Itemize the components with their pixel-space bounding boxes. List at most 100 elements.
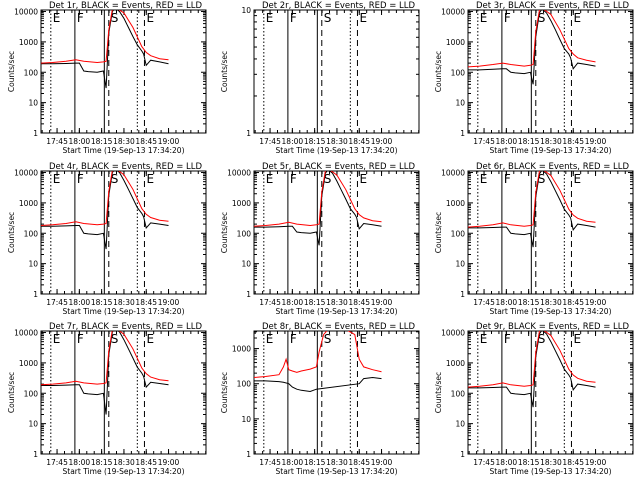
lld-series-line xyxy=(41,171,169,226)
x-tick-label: 17:45 xyxy=(473,137,495,146)
event-marker-label: F xyxy=(504,172,511,186)
x-tick-label: 18:15 xyxy=(304,458,326,467)
x-tick-label: 18:45 xyxy=(135,298,157,307)
x-axis-label: Start Time (19-Sep-13 17:34:20) xyxy=(63,307,185,316)
x-tick-label: 18:30 xyxy=(113,298,135,307)
y-axis-label: Counts/sec xyxy=(7,372,16,413)
x-tick-label: 18:15 xyxy=(304,298,326,307)
event-marker-label: E xyxy=(573,172,581,186)
y-tick-label: 1 xyxy=(460,290,465,299)
y-tick-label: 1 xyxy=(246,450,251,459)
event-marker-label: S xyxy=(111,332,119,346)
x-tick-label: 18:15 xyxy=(91,298,113,307)
events-series-line xyxy=(468,10,596,85)
x-tick-label: 17:45 xyxy=(46,458,68,467)
x-tick-label: 18:00 xyxy=(496,137,518,146)
y-tick-label: 1 xyxy=(246,129,251,138)
panel-title: Det 8r, BLACK = Events, RED = LLD xyxy=(262,322,416,332)
event-marker-label: S xyxy=(538,332,546,346)
panel-title: Det 5r, BLACK = Events, RED = LLD xyxy=(262,162,416,172)
y-tick-label: 10000 xyxy=(441,8,465,17)
y-tick-label: 10000 xyxy=(14,329,38,338)
x-tick-label: 18:00 xyxy=(496,458,518,467)
y-tick-label: 100 xyxy=(237,380,252,389)
y-tick-label: 1000 xyxy=(19,359,38,368)
x-tick-label: 17:45 xyxy=(259,458,281,467)
y-axis-label: Counts/sec xyxy=(7,51,16,92)
event-marker-label: E xyxy=(359,11,367,25)
event-marker-label: S xyxy=(324,11,332,25)
plot-frame xyxy=(253,9,420,134)
event-marker-label: F xyxy=(290,332,297,346)
y-tick-label: 10000 xyxy=(14,169,38,178)
event-marker-label: E xyxy=(53,172,61,186)
x-tick-label: 18:45 xyxy=(348,298,370,307)
panel-1: Det 1r, BLACK = Events, RED = LLD 1 10 100 1… xyxy=(7,1,207,155)
x-tick-label: 18:30 xyxy=(540,298,562,307)
series-group xyxy=(41,331,169,415)
panel-6: Det 6r, BLACK = Events, RED = LLD 1 10 100 1… xyxy=(434,162,634,316)
x-tick-label: 19:00 xyxy=(371,298,393,307)
plot-frame xyxy=(467,330,634,455)
plot-frame xyxy=(253,330,420,455)
x-tick-label: 18:45 xyxy=(562,298,584,307)
x-tick-label: 18:30 xyxy=(540,458,562,467)
event-marker-label: F xyxy=(504,332,511,346)
x-tick-label: 18:00 xyxy=(496,298,518,307)
plot-frame xyxy=(467,170,634,295)
y-tick-label: 10 xyxy=(28,99,38,108)
events-series-line xyxy=(468,171,596,248)
x-tick-label: 18:00 xyxy=(69,458,91,467)
plot-frame xyxy=(467,9,634,134)
x-tick-label: 18:00 xyxy=(282,298,304,307)
panel-title: Det 2r, BLACK = Events, RED = LLD xyxy=(262,1,416,11)
panel-title: Det 7r, BLACK = Events, RED = LLD xyxy=(49,322,203,332)
y-tick-label: 10 xyxy=(241,415,251,424)
y-tick-label: 1000 xyxy=(19,199,38,208)
event-marker-label: F xyxy=(77,172,84,186)
event-marker-label: E xyxy=(146,332,154,346)
plot-frame xyxy=(40,170,207,295)
event-marker-label: E xyxy=(480,172,488,186)
event-marker-label: E xyxy=(146,11,154,25)
x-tick-label: 18:30 xyxy=(113,137,135,146)
panel-7: Det 7r, BLACK = Events, RED = LLD 1 10 100 1… xyxy=(7,322,207,476)
x-tick-label: 19:00 xyxy=(371,458,393,467)
event-marker-label: E xyxy=(266,332,274,346)
x-tick-label: 18:30 xyxy=(326,298,348,307)
event-marker-label: E xyxy=(480,11,488,25)
panel-title: Det 6r, BLACK = Events, RED = LLD xyxy=(476,162,630,172)
series-group xyxy=(41,171,169,250)
x-tick-label: 18:15 xyxy=(91,137,113,146)
event-marker-label: S xyxy=(324,332,332,346)
x-tick-label: 18:30 xyxy=(326,137,348,146)
x-tick-label: 18:00 xyxy=(282,458,304,467)
events-series-line xyxy=(41,331,169,415)
event-marker-label: E xyxy=(266,172,274,186)
y-tick-label: 100 xyxy=(451,229,466,238)
x-tick-label: 19:00 xyxy=(158,137,180,146)
y-tick-label: 100 xyxy=(24,229,39,238)
plot-frame xyxy=(40,9,207,134)
x-tick-label: 18:45 xyxy=(562,137,584,146)
x-tick-label: 19:00 xyxy=(158,458,180,467)
plot-frame xyxy=(40,330,207,455)
y-tick-label: 1 xyxy=(33,450,38,459)
events-series-line xyxy=(468,331,596,408)
lld-series-line xyxy=(41,10,169,64)
y-tick-label: 1 xyxy=(33,290,38,299)
x-axis-label: Start Time (19-Sep-13 17:34:20) xyxy=(276,467,398,476)
x-tick-label: 18:45 xyxy=(562,458,584,467)
y-axis-label: Counts/sec xyxy=(434,212,443,253)
x-tick-label: 17:45 xyxy=(46,298,68,307)
lld-series-line xyxy=(468,331,596,388)
x-tick-label: 18:45 xyxy=(348,137,370,146)
y-tick-label: 10000 xyxy=(227,169,251,178)
x-tick-label: 18:15 xyxy=(91,458,113,467)
panel-4: Det 4r, BLACK = Events, RED = LLD 1 10 100 1… xyxy=(7,162,207,316)
x-tick-label: 18:45 xyxy=(135,137,157,146)
event-marker-label: E xyxy=(359,332,367,346)
y-axis-label: Counts/sec xyxy=(434,51,443,92)
x-tick-label: 18:45 xyxy=(135,458,157,467)
event-marker-label: S xyxy=(111,172,119,186)
